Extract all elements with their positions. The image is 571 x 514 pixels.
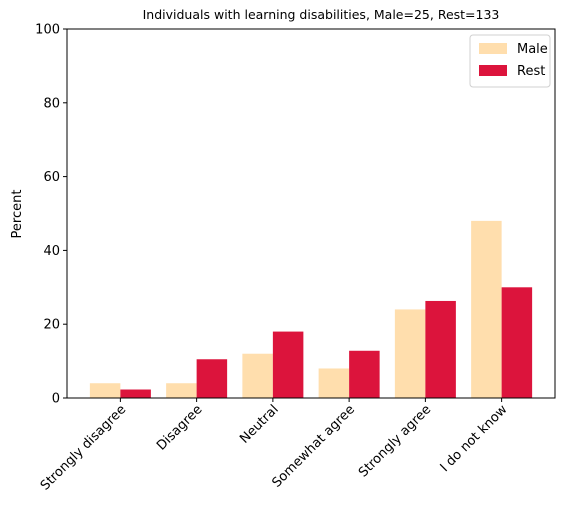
x-tick-label: Disagree — [154, 402, 205, 453]
y-tick-label: 60 — [43, 170, 60, 185]
bar-rest-5 — [501, 287, 533, 398]
legend-label-male: Male — [517, 42, 548, 57]
bar-male-4 — [394, 309, 426, 398]
bar-rest-3 — [349, 350, 380, 398]
bar-male-3 — [318, 368, 350, 398]
x-tick-label: Neutral — [237, 402, 282, 447]
bar-rest-0 — [120, 389, 151, 398]
y-tick-label: 80 — [43, 96, 60, 111]
bars-group — [89, 220, 533, 398]
legend-label-rest: Rest — [517, 64, 545, 79]
y-tick-label: 0 — [52, 392, 60, 407]
y-tick-label: 100 — [35, 23, 60, 38]
bar-male-1 — [166, 383, 197, 398]
x-tick-label: Somewhat agree — [269, 402, 358, 491]
bar-male-0 — [89, 383, 121, 398]
plot-frame — [66, 28, 556, 399]
legend-swatch-rest — [479, 65, 507, 76]
bar-rest-2 — [272, 331, 304, 398]
y-axis-label: Percent — [10, 190, 25, 239]
chart-title: Individuals with learning disabilities, … — [143, 7, 500, 22]
legend: Male Rest — [469, 34, 551, 88]
x-axis-ticks: Strongly disagree Disagree NeutralSomewhat… — [38, 398, 511, 494]
legend-swatch-male — [479, 43, 507, 54]
bar-male-2 — [242, 353, 273, 398]
bar-male-5 — [471, 220, 502, 398]
y-tick-label: 40 — [43, 244, 60, 259]
bar-rest-1 — [196, 359, 228, 398]
x-tick-label: I do not know — [438, 402, 511, 475]
x-tick-label: Strongly disagree — [38, 402, 129, 493]
y-axis-ticks: 0 20 40 60 80 100 — [35, 23, 67, 407]
x-tick-label: Strongly agree — [356, 402, 434, 480]
bar-rest-4 — [425, 300, 456, 398]
y-tick-label: 20 — [43, 318, 60, 333]
